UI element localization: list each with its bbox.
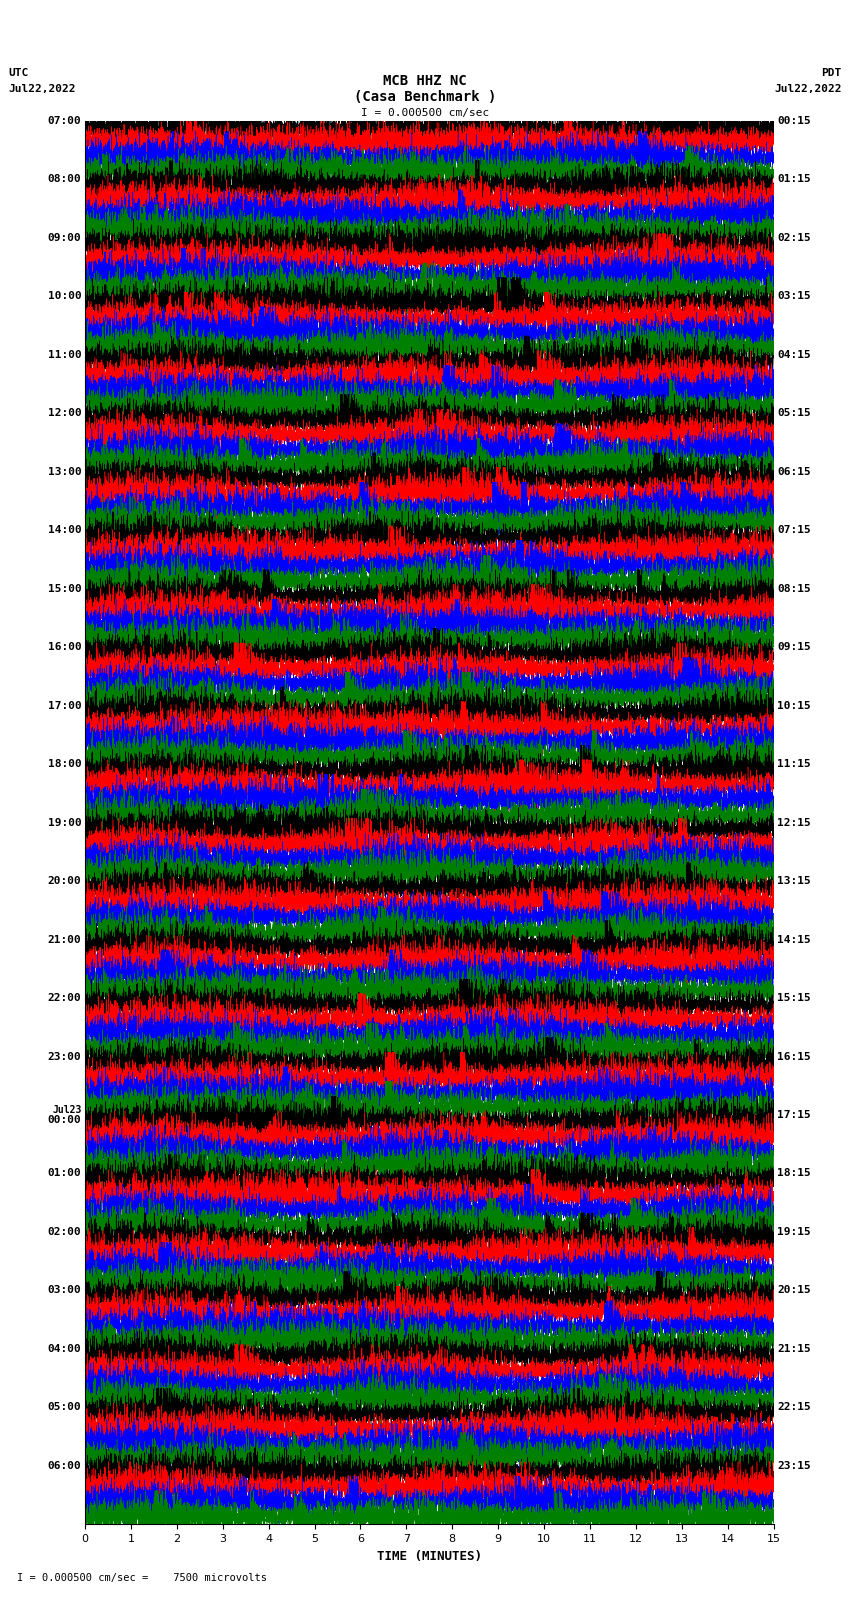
Text: 17:15: 17:15	[777, 1110, 811, 1119]
Text: I = 0.000500 cm/sec =    7500 microvolts: I = 0.000500 cm/sec = 7500 microvolts	[17, 1573, 267, 1582]
Text: Jul22,2022: Jul22,2022	[774, 84, 842, 94]
Text: 07:00: 07:00	[48, 116, 82, 126]
Text: 19:15: 19:15	[777, 1227, 811, 1237]
Text: I = 0.000500 cm/sec: I = 0.000500 cm/sec	[361, 108, 489, 118]
Text: 20:15: 20:15	[777, 1286, 811, 1295]
Text: 03:15: 03:15	[777, 292, 811, 302]
Text: 15:00: 15:00	[48, 584, 82, 594]
Text: 19:00: 19:00	[48, 818, 82, 827]
Text: Jul22,2022: Jul22,2022	[8, 84, 76, 94]
Text: 22:15: 22:15	[777, 1402, 811, 1413]
Text: 02:00: 02:00	[48, 1227, 82, 1237]
Text: 03:00: 03:00	[48, 1286, 82, 1295]
Text: 08:00: 08:00	[48, 174, 82, 184]
Text: 01:00: 01:00	[48, 1168, 82, 1179]
Text: 18:15: 18:15	[777, 1168, 811, 1179]
Text: 09:00: 09:00	[48, 232, 82, 244]
Text: 22:00: 22:00	[48, 994, 82, 1003]
Text: 10:00: 10:00	[48, 292, 82, 302]
Text: 08:15: 08:15	[777, 584, 811, 594]
Text: 09:15: 09:15	[777, 642, 811, 652]
Text: 17:00: 17:00	[48, 700, 82, 711]
X-axis label: TIME (MINUTES): TIME (MINUTES)	[377, 1550, 482, 1563]
Text: 13:00: 13:00	[48, 466, 82, 477]
Text: 16:15: 16:15	[777, 1052, 811, 1061]
Text: 23:00: 23:00	[48, 1052, 82, 1061]
Text: 14:00: 14:00	[48, 526, 82, 536]
Text: 10:15: 10:15	[777, 700, 811, 711]
Text: 16:00: 16:00	[48, 642, 82, 652]
Text: 05:00: 05:00	[48, 1402, 82, 1413]
Text: 02:15: 02:15	[777, 232, 811, 244]
Text: Jul23: Jul23	[52, 1105, 82, 1115]
Text: 23:15: 23:15	[777, 1461, 811, 1471]
Text: 12:00: 12:00	[48, 408, 82, 418]
Text: 07:15: 07:15	[777, 526, 811, 536]
Text: 12:15: 12:15	[777, 818, 811, 827]
Text: 06:00: 06:00	[48, 1461, 82, 1471]
Text: (Casa Benchmark ): (Casa Benchmark )	[354, 90, 496, 103]
Text: PDT: PDT	[821, 68, 842, 77]
Text: 11:15: 11:15	[777, 760, 811, 769]
Text: 05:15: 05:15	[777, 408, 811, 418]
Text: 13:15: 13:15	[777, 876, 811, 886]
Text: 01:15: 01:15	[777, 174, 811, 184]
Text: 21:15: 21:15	[777, 1344, 811, 1353]
Text: UTC: UTC	[8, 68, 29, 77]
Text: 04:15: 04:15	[777, 350, 811, 360]
Text: 04:00: 04:00	[48, 1344, 82, 1353]
Text: 00:00: 00:00	[48, 1115, 82, 1124]
Text: 14:15: 14:15	[777, 934, 811, 945]
Text: 06:15: 06:15	[777, 466, 811, 477]
Text: 21:00: 21:00	[48, 934, 82, 945]
Text: 18:00: 18:00	[48, 760, 82, 769]
Text: 15:15: 15:15	[777, 994, 811, 1003]
Text: MCB HHZ NC: MCB HHZ NC	[383, 74, 467, 87]
Text: 20:00: 20:00	[48, 876, 82, 886]
Text: 00:15: 00:15	[777, 116, 811, 126]
Text: 11:00: 11:00	[48, 350, 82, 360]
